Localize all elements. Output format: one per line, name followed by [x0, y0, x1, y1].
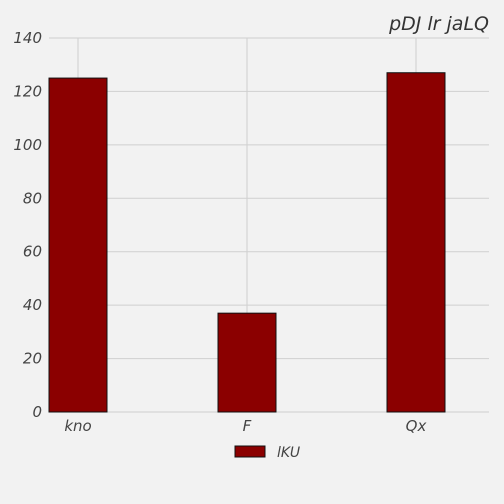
bar-kno[interactable]	[48, 77, 108, 413]
y-tick-label: 100	[13, 136, 42, 154]
y-tick-label: 0	[32, 403, 42, 421]
legend-label: lKU	[277, 445, 300, 461]
y-tick-label: 40	[23, 296, 42, 314]
bar-Qx[interactable]	[386, 72, 446, 413]
y-tick-label: 120	[13, 82, 42, 100]
x-tick-label: Qx	[406, 417, 427, 435]
legend[interactable]: lKU	[234, 445, 300, 461]
y-tick-label: 80	[23, 189, 42, 207]
chart-title: pDJ lr jaLQ	[388, 13, 489, 35]
bars	[48, 72, 446, 413]
y-tick-label: 140	[13, 29, 42, 47]
x-axis-ticks: kno F Qx	[64, 417, 426, 435]
y-tick-label: 20	[23, 350, 42, 368]
legend-swatch	[234, 445, 266, 458]
x-tick-label: F	[243, 417, 252, 435]
bar-F[interactable]	[217, 312, 277, 413]
x-tick-label: kno	[64, 417, 91, 435]
y-axis-ticks: 0 20 40 60 80 100 120 140	[13, 29, 42, 421]
y-tick-label: 60	[23, 243, 42, 261]
